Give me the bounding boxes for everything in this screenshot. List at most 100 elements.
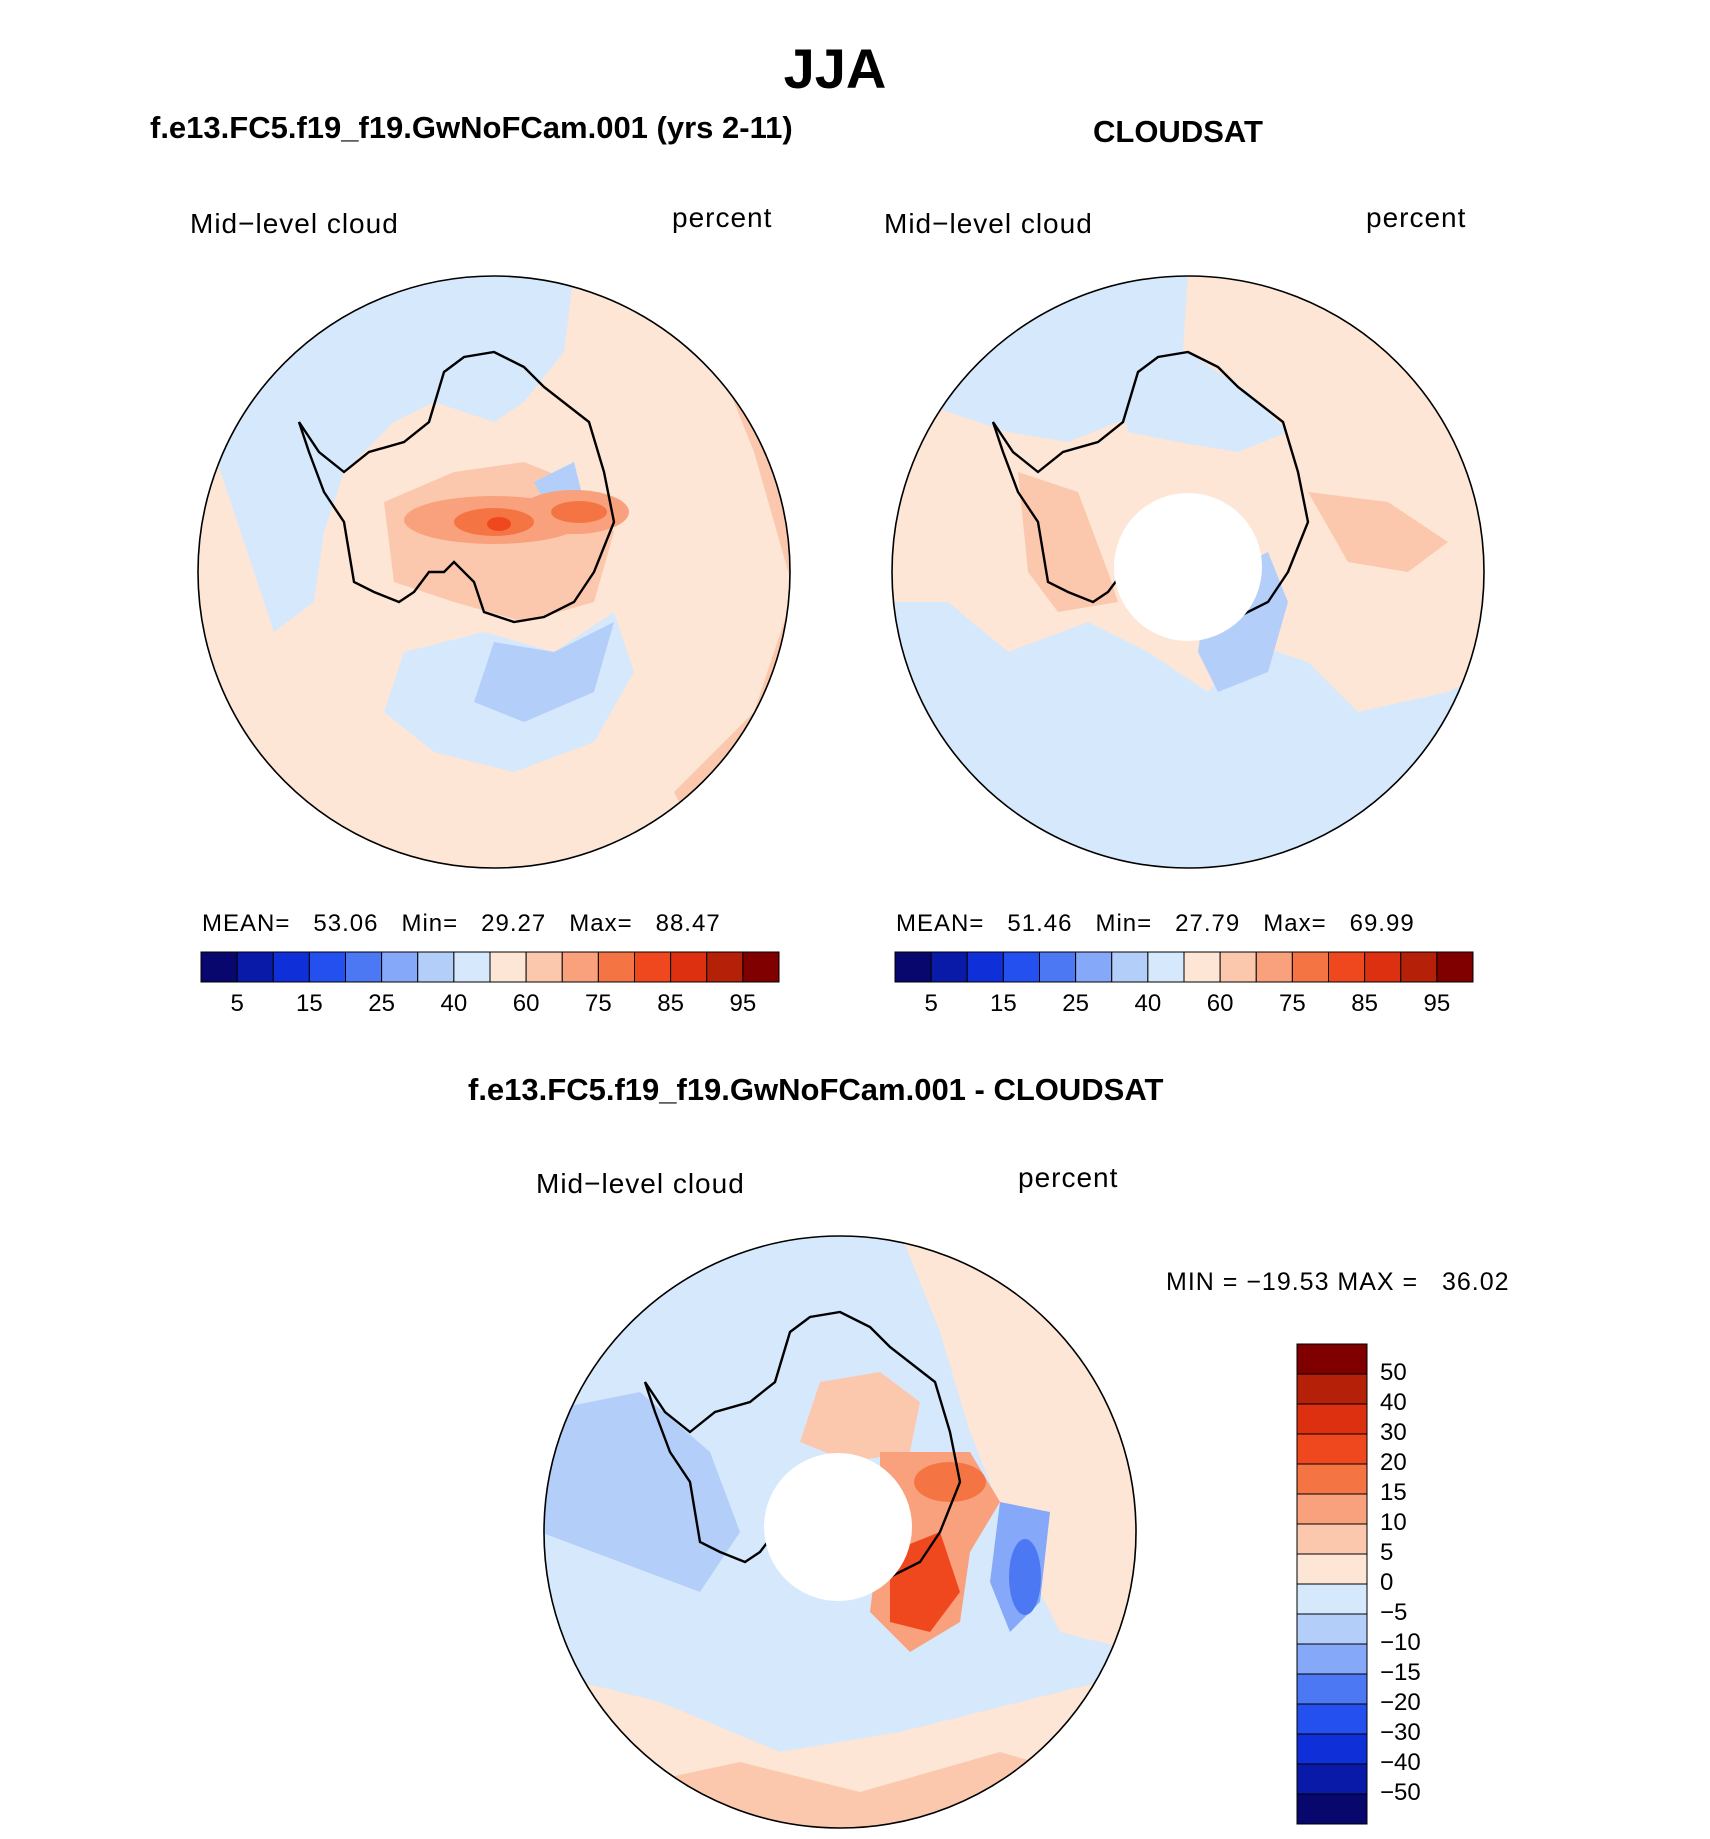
panel2-colorbar-box xyxy=(930,951,968,983)
panel2-colorbar-box xyxy=(1039,951,1077,983)
panel3-colorbar-tick-label: −20 xyxy=(1380,1689,1421,1716)
panel1-mean-label: MEAN= xyxy=(202,910,291,937)
panel3-colorbar-box xyxy=(1296,1793,1368,1825)
panel3-colorbar-box xyxy=(1296,1463,1368,1495)
panel2-colorbar-box xyxy=(1364,951,1402,983)
panel1-colorbar-ticks: 5 15 25 40 60 75 85 95 xyxy=(201,990,779,1020)
panel2-colorbar-box xyxy=(1436,951,1474,983)
panel2-colorbar-box xyxy=(1147,951,1185,983)
panel3-colorbar-box xyxy=(1296,1583,1368,1615)
panel1-colorbar-tick-label: 40 xyxy=(440,990,468,1017)
panel1-colorbar-tick-label: 60 xyxy=(512,990,540,1017)
panel1-colorbar-tick-label: 75 xyxy=(585,990,612,1017)
panel3-colorbar-tick-label: −40 xyxy=(1380,1749,1421,1776)
panel2-colorbar-box xyxy=(1400,951,1438,983)
panel3-colorbar-tick-label: 40 xyxy=(1380,1389,1407,1416)
panel3-colorbar-tick-label: 15 xyxy=(1380,1479,1407,1506)
main-title: JJA xyxy=(783,37,887,100)
panel3-wilkes-strong-region xyxy=(890,1532,960,1632)
panel1-title: f.e13.FC5.f19_f19.GwNoFCam.001 (yrs 2-11… xyxy=(150,110,793,145)
panel1-colorbar-tick-label: 5 xyxy=(230,990,244,1017)
panel3-colorbar-tick-label: −10 xyxy=(1380,1629,1421,1656)
panel3-colorbar-tick-label: −15 xyxy=(1380,1659,1421,1686)
panel3-colorbar-box xyxy=(1296,1343,1368,1375)
panel1-colorbar-box xyxy=(236,951,274,983)
panel1-colorbar-box xyxy=(453,951,491,983)
panel2-colorbar-box xyxy=(1291,951,1329,983)
panel3-pole-hole xyxy=(764,1453,912,1601)
panel1-colorbar-tick-label: 95 xyxy=(729,990,757,1017)
panel3-colorbar-tick-label: 50 xyxy=(1380,1359,1407,1386)
panel2-colorbar-box xyxy=(1183,951,1221,983)
panel1-max-value: 88.47 xyxy=(655,910,721,937)
panel1-colorbar-box xyxy=(706,951,744,983)
panel3-colorbar-tick-label: 10 xyxy=(1380,1509,1407,1536)
panel2-interior-low-region xyxy=(1118,352,1288,452)
panel3-colorbar-box xyxy=(1296,1523,1368,1555)
panel2-title: CLOUDSAT xyxy=(1093,114,1263,149)
panel2-mean-label: MEAN= xyxy=(896,910,985,937)
panel3-colorbar-box xyxy=(1296,1373,1368,1405)
panel3-map xyxy=(543,1235,1137,1829)
panel3-colorbar-box xyxy=(1296,1553,1368,1585)
panel1-colorbar-tick-label: 15 xyxy=(296,990,323,1017)
panel2-colorbar-tick-label: 15 xyxy=(990,990,1017,1017)
panel3-colorbar-box xyxy=(1296,1643,1368,1675)
panel3-colorbar-box xyxy=(1296,1613,1368,1645)
panel3-colorbar-box xyxy=(1296,1673,1368,1705)
panel3-colorbar-box xyxy=(1296,1733,1368,1765)
panel1-colorbar-box xyxy=(272,951,310,983)
panel3-colorbar-tick-label: −5 xyxy=(1380,1599,1408,1626)
panel1-colorbar-box xyxy=(525,951,563,983)
panel2-max-label: Max= xyxy=(1263,910,1327,937)
panel1-max-core-b xyxy=(551,501,607,523)
panel2-colorbar-tick-label: 60 xyxy=(1206,990,1234,1017)
panel2-colorbar-tick-label: 25 xyxy=(1062,990,1089,1017)
panel1-variable: Mid−level cloud xyxy=(190,208,399,239)
panel2-stats: MEAN= 51.46 Min= 27.79 Max= 69.99 xyxy=(896,910,1415,938)
panel1-min-label: Min= xyxy=(401,910,459,937)
panel2-min-label: Min= xyxy=(1095,910,1153,937)
panel1-units: percent xyxy=(672,202,773,233)
panel3-minmax: MIN = −19.53 MAX = 36.02 xyxy=(1166,1268,1510,1296)
panel3-colorbar-ticks: 50 40 30 20 15 10 5 0 −5 −10 −15 −20 −30 −40 −50 xyxy=(1380,1344,1470,1824)
panel2-variable: Mid−level cloud xyxy=(884,208,1093,239)
panel3-colorbar-tick-label: −50 xyxy=(1380,1779,1421,1806)
panel2-map xyxy=(891,275,1485,869)
panel3-colorbar-tick-label: 20 xyxy=(1380,1449,1407,1476)
panel1-max-peak xyxy=(487,517,511,531)
panel3-colorbar-tick-label: −30 xyxy=(1380,1719,1421,1746)
panel2-west-high-region xyxy=(1018,472,1118,612)
panel3-colorbar-box xyxy=(1296,1493,1368,1525)
panel3-colorbar-tick-label: 0 xyxy=(1380,1569,1394,1596)
panel2-colorbar-box xyxy=(966,951,1004,983)
panel1-max-label: Max= xyxy=(569,910,633,937)
panel3-west-negative-region xyxy=(544,1392,740,1592)
panel2-colorbar-box xyxy=(1111,951,1149,983)
panel3-colorbar-box xyxy=(1296,1703,1368,1735)
panel1-colorbar-box xyxy=(200,951,238,983)
panel1-mean-value: 53.06 xyxy=(313,910,379,937)
panel2-colorbar-box xyxy=(1255,951,1293,983)
panel3-colorbar-box xyxy=(1296,1763,1368,1795)
panel1-colorbar-box xyxy=(489,951,527,983)
panel2-max-value: 69.99 xyxy=(1349,910,1415,937)
panel3-colorbar-box xyxy=(1296,1403,1368,1435)
panel2-colorbar xyxy=(894,951,1474,983)
panel1-stats: MEAN= 53.06 Min= 29.27 Max= 88.47 xyxy=(202,910,721,938)
panel2-colorbar-tick-label: 75 xyxy=(1279,990,1306,1017)
panel1-colorbar-box xyxy=(561,951,599,983)
panel1-min-value: 29.27 xyxy=(481,910,547,937)
panel1-colorbar-box xyxy=(381,951,419,983)
panel2-pole-hole xyxy=(1114,493,1262,641)
panel3-colorbar xyxy=(1296,1343,1368,1825)
panel3-title: f.e13.FC5.f19_f19.GwNoFCam.001 - CLOUDSA… xyxy=(468,1072,1164,1107)
panel3-interior-strong-region xyxy=(914,1462,986,1502)
panel1-map xyxy=(197,275,791,869)
panel1-antarctica-coastline xyxy=(297,350,616,624)
panel1-colorbar-box xyxy=(597,951,635,983)
panel2-colorbar-tick-label: 85 xyxy=(1351,990,1378,1017)
panel1-colorbar-box xyxy=(345,951,383,983)
panel3-colorbar-tick-label: 5 xyxy=(1380,1539,1394,1566)
panel1-colorbar-box xyxy=(417,951,455,983)
